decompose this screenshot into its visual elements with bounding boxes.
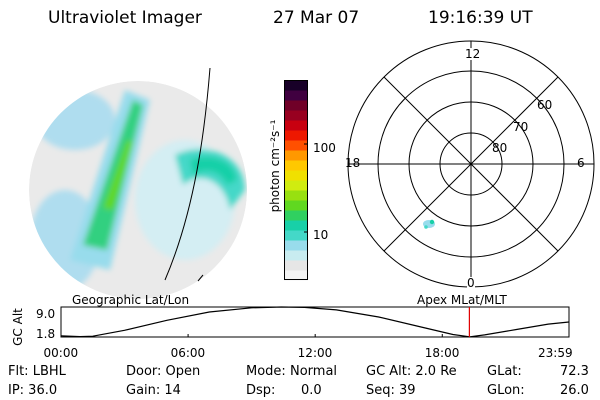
lat-label-80: 80: [492, 141, 508, 155]
geographic-label: Geographic Lat/Lon: [72, 293, 190, 307]
mlt-label-18: 18: [345, 156, 361, 170]
polar-aurora-patch: [423, 219, 435, 229]
x-tick-1200: 12:00: [297, 346, 333, 360]
colorbar-segment: [284, 230, 308, 241]
glon-label: GLon:: [487, 383, 525, 398]
y-axis-label: GC Alt: [11, 308, 25, 346]
x-tick-2359: 23:59: [538, 346, 573, 360]
colorbar-segment: [284, 200, 308, 211]
instrument-title: Ultraviolet Imager: [48, 8, 202, 28]
colorbar-segment: [284, 210, 308, 221]
colorbar-segment: [284, 270, 308, 281]
filter-info: Flt: LBHL: [8, 364, 66, 379]
mode-value: Normal: [290, 364, 338, 379]
date-label: 27 Mar 07: [273, 8, 360, 28]
door-info: Door: Open: [126, 364, 201, 379]
x-tick-0600: 06:00: [170, 346, 206, 360]
colorbar-segment: [284, 250, 308, 261]
colorbar-segment: [284, 90, 308, 101]
glat-value: 72.3: [560, 364, 589, 379]
colorbar-segment: [284, 150, 308, 161]
dsp-value: 0.0: [301, 383, 322, 398]
gc-alt-info: GC Alt: 2.0 Re: [366, 364, 457, 379]
y-tick-1-8: 1.8: [36, 327, 56, 341]
colorbar-segment: [284, 130, 308, 141]
apex-label: Apex MLat/MLT: [417, 293, 507, 307]
polar-plot: [347, 40, 595, 288]
altitude-chart-frame: [60, 306, 570, 338]
y-tick-9: 9.0: [36, 307, 56, 321]
colorbar-segment: [284, 180, 308, 191]
glon-value: 26.0: [560, 383, 589, 398]
terminator-tick: [197, 274, 204, 282]
time-label: 19:16:39 UT: [428, 8, 533, 28]
ip-info: IP: 36.0: [8, 383, 58, 398]
colorbar: [284, 80, 308, 281]
colorbar-segment: [284, 80, 308, 91]
altitude-chart: [60, 306, 570, 338]
colorbar-segment: [284, 120, 308, 131]
geographic-image: [29, 67, 247, 299]
terminator-line: [164, 67, 211, 281]
mode-label: Mode:: [246, 364, 286, 379]
mlt-label-0: 0: [467, 276, 475, 290]
colorbar-segment: [284, 100, 308, 111]
colorbar-segment: [284, 190, 308, 201]
lat-label-60: 60: [537, 98, 553, 112]
mlt-label-12: 12: [465, 47, 481, 61]
x-tick-1800: 18:00: [424, 346, 460, 360]
mlt-label-6: 6: [577, 156, 585, 170]
colorbar-frame: [284, 80, 308, 280]
altitude-series-line: [60, 306, 569, 338]
colorbar-segment: [284, 140, 308, 151]
colorbar-segment: [284, 220, 308, 231]
dsp-label: Dsp:: [246, 383, 276, 398]
colorbar-unit-label: photon cm⁻²s⁻¹: [268, 119, 282, 213]
colorbar-segment: [284, 160, 308, 171]
colorbar-segment: [284, 240, 308, 251]
colorbar-segment: [284, 260, 308, 271]
colorbar-segment: [284, 170, 308, 181]
colorbar-segment: [284, 110, 308, 121]
polar-diagonal-2: [383, 76, 559, 252]
lat-label-70: 70: [513, 120, 529, 134]
gain-info: Gain: 14: [126, 383, 181, 398]
seq-info: Seq: 39: [366, 383, 416, 398]
colorbar-tick-100: 100: [313, 141, 336, 155]
x-tick-0000: 00:00: [43, 346, 79, 360]
glat-label: GLat:: [487, 364, 522, 379]
colorbar-tick-10: 10: [313, 228, 329, 242]
